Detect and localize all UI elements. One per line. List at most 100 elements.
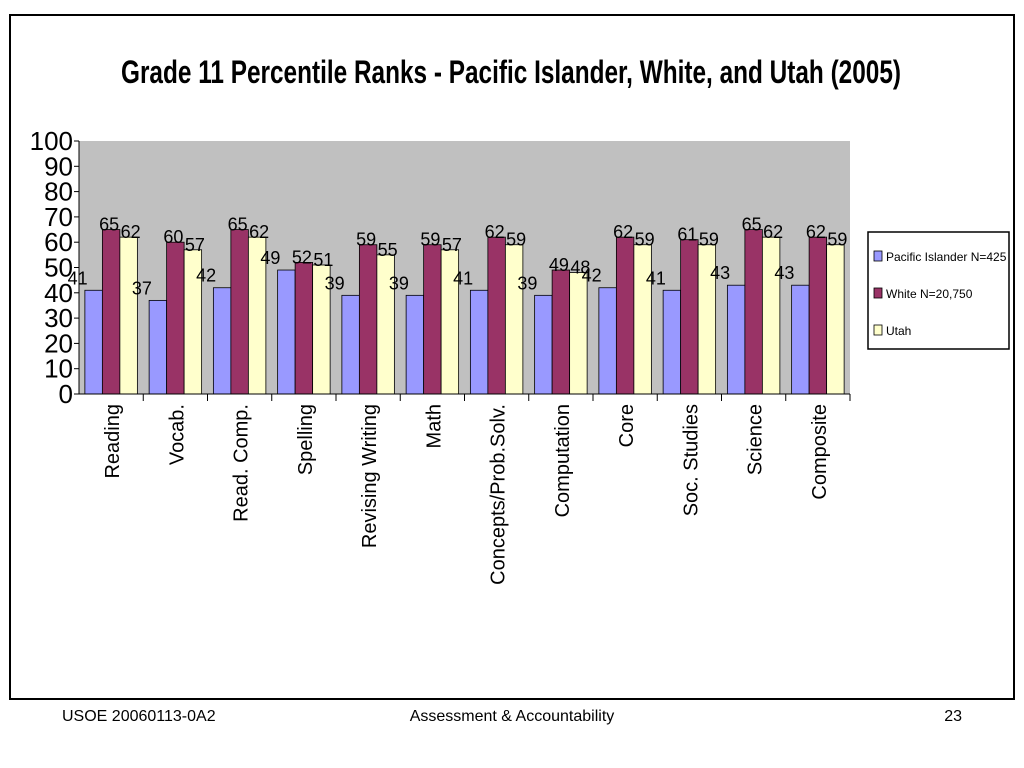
data-label-0-4: 39: [325, 273, 345, 293]
data-label-0-11: 43: [774, 263, 794, 283]
data-label-0-8: 42: [582, 266, 602, 286]
bar-1-0: [101, 229, 121, 395]
bar-0-9: [662, 289, 682, 395]
data-label-1-2: 65: [228, 215, 248, 235]
data-label-2-8: 59: [635, 230, 655, 250]
y-tick-label: 90: [44, 151, 73, 181]
x-tick-label: Reading: [102, 404, 124, 479]
bar-0-3: [277, 269, 296, 395]
legend-swatch-1: [873, 287, 883, 299]
data-label-2-7: 48: [570, 258, 590, 278]
data-label-0-1: 37: [132, 278, 152, 298]
data-label-2-5: 57: [442, 235, 462, 255]
data-label-2-4: 55: [378, 240, 398, 260]
bar-2-11: [826, 244, 845, 395]
plot-area: [79, 141, 850, 394]
data-label-2-3: 51: [313, 250, 333, 270]
x-tick-label: Composite: [809, 404, 831, 500]
bars: [84, 229, 845, 395]
bar-0-6: [469, 289, 489, 395]
x-tick-label: Concepts/Prob.Solv.: [488, 404, 510, 585]
bar-1-11: [808, 236, 828, 395]
data-label-1-10: 65: [742, 215, 762, 235]
data-label-0-9: 41: [646, 268, 666, 288]
data-label-1-8: 62: [613, 222, 633, 242]
data-label-2-11: 59: [827, 230, 847, 250]
bar-2-8: [633, 244, 652, 395]
y-tick-label: 0: [59, 379, 73, 409]
bar-1-7: [551, 269, 571, 395]
x-tick-label: Soc. Studies: [680, 404, 702, 516]
bar-0-2: [212, 287, 232, 395]
x-tick-label: Spelling: [295, 404, 317, 475]
data-label-1-6: 62: [485, 222, 505, 242]
y-tick-label: 50: [44, 253, 73, 283]
bar-1-3: [294, 262, 314, 395]
y-tick-label: 70: [44, 202, 73, 232]
bar-0-0: [84, 289, 103, 395]
footer-left: USOE 20060113-0A2: [62, 708, 216, 725]
bar-2-0: [119, 236, 138, 395]
bar-0-5: [405, 294, 425, 395]
bar-2-10: [761, 236, 781, 395]
x-tick-label: Core: [616, 404, 638, 447]
data-label-2-2: 62: [249, 222, 269, 242]
data-label-1-4: 59: [356, 230, 376, 250]
legend-box: [867, 231, 1010, 350]
data-label-2-9: 59: [699, 230, 719, 250]
data-label-1-7: 49: [549, 255, 569, 275]
bar-0-7: [534, 294, 553, 395]
bar-1-8: [615, 236, 635, 395]
bar-0-11: [791, 284, 810, 395]
bar-0-10: [726, 284, 746, 395]
data-label-0-2: 42: [196, 266, 216, 286]
data-label-1-1: 60: [163, 227, 183, 247]
bar-1-4: [358, 244, 378, 395]
data-label-0-6: 41: [453, 268, 473, 288]
footer-center: Assessment & Accountability: [409, 708, 615, 725]
y-tick-label: 40: [44, 278, 73, 308]
legend-label-0: Pacific Islander N=425: [886, 250, 1007, 264]
x-tick-label: Science: [745, 404, 767, 475]
x-tick-label: Vocab.: [166, 404, 188, 465]
legend-swatch-0: [873, 250, 883, 262]
x-axis: Reading Vocab. Read. Comp. Spelling Revising…: [79, 393, 851, 585]
data-label-0-0: 41: [68, 268, 88, 288]
legend-label-2: Utah: [886, 324, 911, 338]
data-label-1-9: 61: [677, 225, 697, 245]
data-label-0-3: 49: [260, 248, 280, 268]
data-label-1-5: 59: [420, 230, 440, 250]
data-label-2-10: 62: [763, 222, 783, 242]
data-label-1-3: 52: [292, 247, 312, 267]
bar-2-6: [504, 244, 524, 395]
data-label-2-0: 62: [121, 222, 141, 242]
bar-1-9: [680, 239, 699, 395]
y-tick-label: 100: [30, 126, 73, 156]
data-label-0-5: 39: [389, 273, 409, 293]
x-tick-label: Read. Comp.: [231, 404, 253, 522]
bar-1-6: [487, 236, 506, 395]
y-tick-label: 10: [44, 354, 73, 384]
bar-2-7: [569, 272, 588, 395]
bar-1-2: [230, 229, 249, 395]
bar-0-4: [341, 294, 360, 395]
legend: Pacific Islander N=425 White N=20,750 Utah: [867, 231, 1010, 350]
data-label-0-7: 39: [517, 273, 537, 293]
y-tick-label: 60: [44, 227, 73, 257]
y-tick-label: 30: [44, 303, 73, 333]
x-tick-label: Computation: [552, 404, 574, 517]
chart-title: Grade 11 Percentile Ranks - Pacific Isla…: [121, 54, 901, 90]
slide-frame: [9, 14, 1015, 700]
data-label-0-10: 43: [710, 263, 730, 283]
y-tick-label: 20: [44, 328, 73, 358]
x-tick-label: Math: [423, 404, 445, 448]
bar-1-1: [166, 241, 185, 395]
legend-swatch-2: [873, 324, 883, 336]
legend-label-1: White N=20,750: [886, 287, 973, 301]
bar-1-5: [423, 244, 442, 395]
y-tick-label: 80: [44, 177, 73, 207]
page-number: 23: [944, 708, 962, 725]
